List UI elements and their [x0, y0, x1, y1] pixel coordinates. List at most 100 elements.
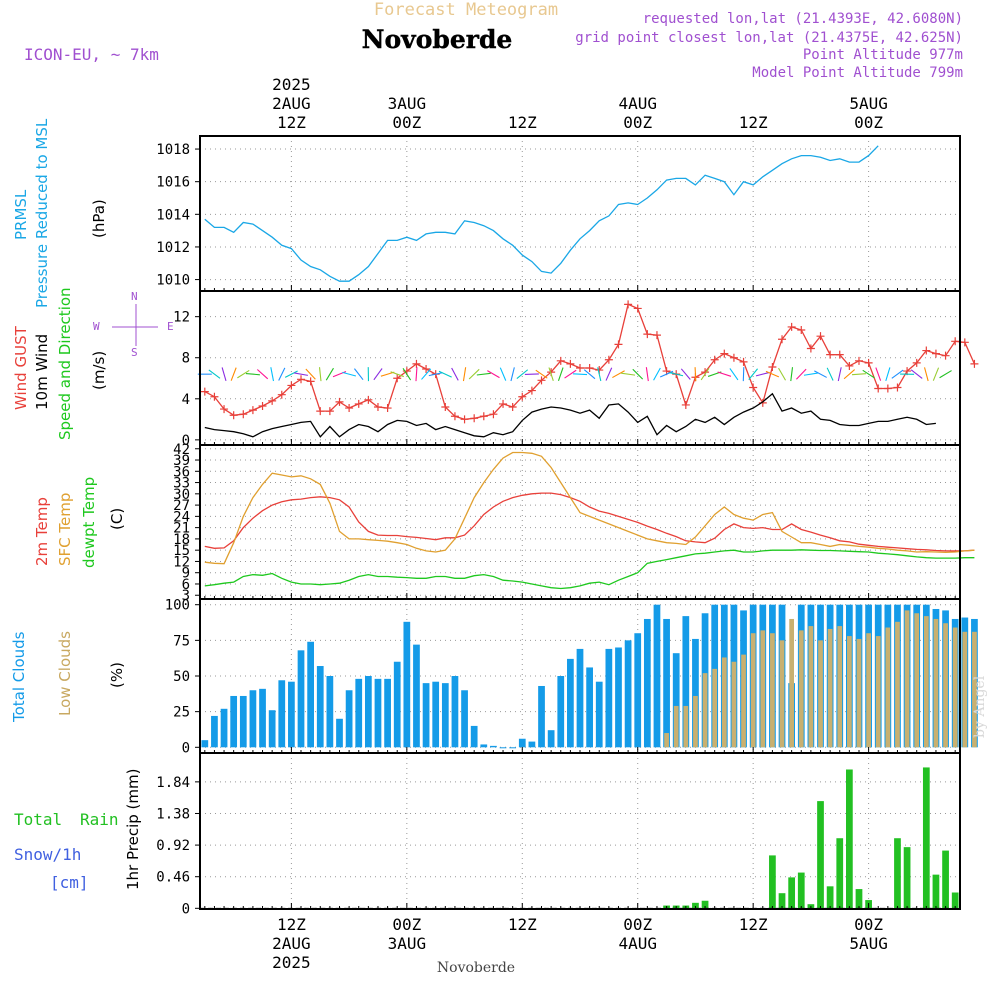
total-cloud-bar [576, 648, 584, 748]
total-cloud-bar [364, 676, 372, 748]
time-axis-label: 5AUG [849, 934, 888, 953]
total-cloud-bar [307, 641, 314, 748]
wind-direction-arrow [230, 367, 237, 381]
gust-marker [845, 361, 854, 370]
gust-marker [893, 383, 902, 392]
wind-direction-arrow [851, 373, 867, 376]
wind-direction-arrow [700, 368, 710, 381]
gust-marker [258, 401, 267, 410]
gust-marker [941, 351, 950, 360]
wind-direction-arrow [535, 369, 548, 379]
total-cloud-bar [547, 730, 555, 748]
time-axis-top-label: 00Z [623, 113, 652, 132]
wind-direction-arrow [765, 370, 780, 378]
total-cloud-bar [682, 616, 690, 748]
wind-direction-arrow [237, 369, 250, 379]
total-cloud-bar [586, 667, 593, 748]
low-cloud-bar [693, 695, 698, 748]
gust-marker [345, 404, 354, 413]
total-cloud-bar [422, 683, 430, 748]
gust-marker [922, 346, 931, 355]
low-cloud-bar [827, 628, 833, 748]
total-cloud-bar [249, 690, 257, 748]
precip-bar [797, 872, 805, 909]
gust-marker [720, 349, 729, 358]
wind-direction-arrow [428, 372, 443, 377]
wind-direction-arrow [557, 367, 564, 381]
wind-direction-arrow [597, 367, 602, 382]
y-tick-label: 30 [173, 487, 190, 503]
gust-marker [297, 375, 306, 384]
wind-direction-arrow [694, 367, 697, 382]
gust-marker [277, 390, 286, 399]
gust-marker [325, 407, 334, 416]
total-cloud-bar [374, 678, 382, 748]
total-cloud-bar [211, 715, 218, 748]
low-cloud-bar [808, 626, 814, 748]
wind-direction-arrow [468, 368, 480, 380]
time-axis-label: 3AUG [388, 934, 427, 953]
wind-direction-arrow [680, 368, 691, 380]
total-cloud-bar [239, 695, 247, 748]
y-tick-label: 24 [173, 509, 190, 525]
gust-marker [912, 358, 921, 367]
total-cloud-bar [393, 661, 401, 748]
gridpoint-coords: grid point closest lon,lat (21.4375E, 42… [575, 30, 963, 46]
y-tick-label: 6 [182, 577, 190, 593]
y-tick-label: 12 [173, 554, 190, 570]
y-tick-label: 25 [173, 705, 190, 721]
total-cloud-bar [288, 681, 295, 748]
gust-marker [931, 349, 940, 358]
wind-direction-arrow [612, 370, 625, 379]
wind-direction-arrow [621, 372, 636, 376]
wind-direction-arrow [278, 367, 286, 381]
gust-marker [364, 395, 373, 404]
y-tick-label: 42 [173, 442, 190, 458]
wind-direction-arrow [373, 368, 383, 381]
total-cloud-bar [278, 680, 286, 748]
time-axis-label: 12Z [739, 915, 768, 934]
gust-marker [450, 412, 459, 421]
frame-layer [195, 135, 961, 910]
total-cloud-bar [384, 678, 391, 748]
precip-bar [692, 902, 699, 909]
wind-direction-arrow [208, 369, 221, 379]
wind-direction-arrow [438, 370, 452, 378]
wind-direction-arrow [755, 371, 770, 377]
gust-marker [604, 355, 613, 364]
precip-bar [894, 838, 901, 909]
time-axis-label: 2025 [272, 953, 311, 972]
total-cloud-bar [268, 710, 276, 748]
low-cloud-bar [885, 627, 891, 748]
low-cloud-bar [770, 633, 775, 748]
low-cloud-bar [962, 631, 968, 748]
time-axis-label: 2AUG [272, 934, 311, 953]
wind-direction-arrow [717, 371, 732, 377]
low-cloud-bar [875, 636, 881, 748]
gust-marker [489, 410, 498, 419]
snow-unit-label: [cm] [50, 873, 89, 892]
wind-direction-arrow [462, 367, 467, 382]
total-cloud-bar [692, 638, 699, 748]
total-clouds-label: Total Clouds [10, 631, 28, 723]
y-tick-label: 1014 [156, 207, 190, 223]
gust-marker [499, 399, 508, 408]
total-cloud-bar [624, 640, 632, 748]
total-rain-label-2: Rain [80, 810, 119, 829]
wind-direction-arrow [645, 367, 649, 382]
y-tick-label: 18 [173, 532, 190, 548]
total-cloud-bar [336, 718, 343, 748]
y-tick-label: 50 [173, 669, 190, 685]
grid-layer [200, 136, 960, 909]
precip-unit: 1hr Precip (mm) [124, 769, 142, 890]
gust-marker [316, 407, 325, 416]
gust-marker [835, 350, 844, 359]
gust-marker [816, 332, 825, 341]
wind-10m-label: 10m Wind [33, 334, 51, 410]
wind-direction-arrow [729, 368, 739, 381]
wind-direction-arrow [748, 368, 758, 380]
time-axis-label: 00Z [854, 915, 883, 934]
gust-marker [287, 381, 296, 390]
precip-bar [778, 893, 786, 909]
